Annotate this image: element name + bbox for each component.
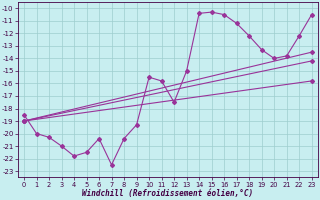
X-axis label: Windchill (Refroidissement éolien,°C): Windchill (Refroidissement éolien,°C) <box>82 189 253 198</box>
